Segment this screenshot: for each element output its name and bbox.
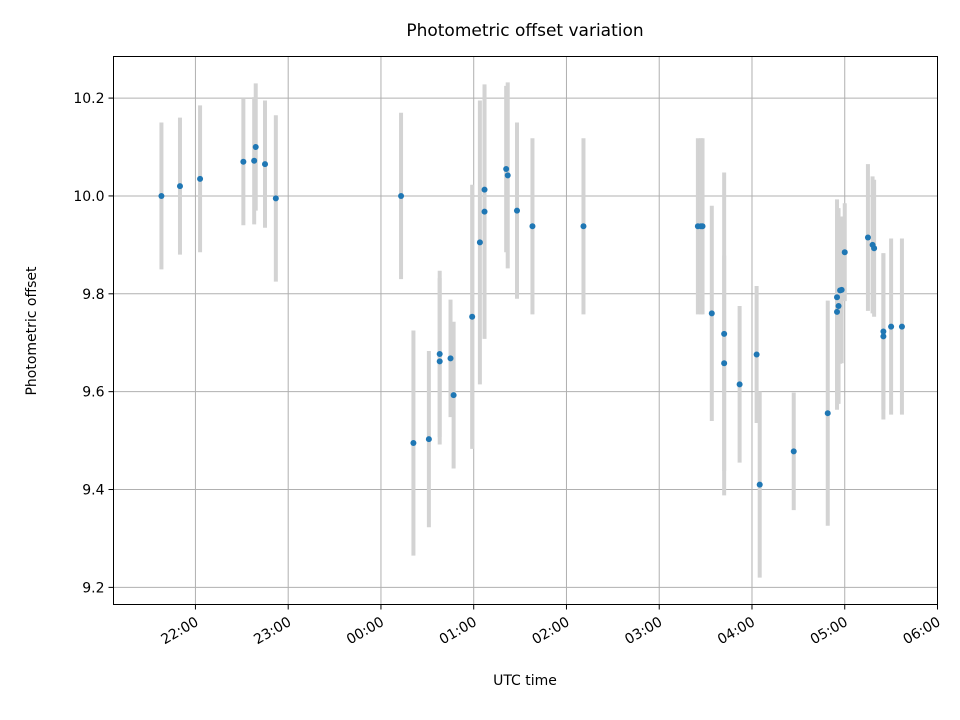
data-point: [888, 323, 895, 330]
data-point: [529, 223, 536, 230]
data-point: [272, 195, 279, 202]
y-tick-label: 10.0: [73, 189, 104, 205]
plot-frame: [113, 56, 938, 605]
data-point: [251, 157, 258, 164]
data-point: [252, 144, 259, 151]
data-point: [898, 323, 905, 330]
x-tick-label: 23:00: [251, 614, 294, 648]
data-point: [262, 161, 269, 168]
error-bars: [159, 82, 904, 578]
data-point: [838, 286, 845, 293]
data-point: [513, 207, 520, 214]
data-point: [197, 175, 204, 182]
data-point: [447, 355, 454, 362]
data-point: [504, 172, 511, 179]
data-point: [398, 192, 405, 199]
y-tick-label: 9.6: [82, 385, 104, 401]
y-tick-label: 9.8: [82, 287, 104, 303]
data-point: [481, 208, 488, 215]
data-point: [841, 249, 848, 256]
x-tick-label: 03:00: [622, 614, 665, 648]
data-point: [880, 333, 887, 340]
x-tick-label: 22:00: [158, 614, 201, 648]
data-point: [580, 223, 587, 230]
x-tick-label: 04:00: [715, 614, 758, 648]
data-point: [834, 308, 841, 315]
data-point: [753, 351, 760, 358]
x-tick-label: 05:00: [808, 614, 851, 648]
data-point: [240, 158, 247, 165]
data-point: [436, 350, 443, 357]
data-point: [503, 166, 510, 173]
data-point: [835, 303, 842, 310]
x-tick-label: 06:00: [901, 614, 944, 648]
data-point: [708, 310, 715, 317]
data-point: [721, 330, 728, 337]
grid-lines: [113, 56, 938, 605]
x-axis-label: UTC time: [493, 673, 557, 689]
x-tick-label: 00:00: [344, 614, 387, 648]
data-point: [699, 223, 706, 230]
data-point: [436, 358, 443, 365]
data-point: [756, 481, 763, 488]
data-point: [481, 186, 488, 193]
data-point: [176, 183, 183, 190]
data-point: [871, 245, 878, 252]
data-points: [158, 144, 905, 488]
data-point: [834, 294, 841, 301]
x-tick-label: 02:00: [530, 614, 573, 648]
data-point: [790, 448, 797, 455]
data-point: [880, 328, 887, 335]
data-point: [721, 360, 728, 367]
data-point: [410, 440, 417, 447]
y-tick-label: 9.4: [82, 483, 104, 499]
data-point: [450, 392, 457, 399]
x-tick-label: 01:00: [437, 614, 480, 648]
data-point: [425, 436, 432, 443]
data-point: [824, 410, 831, 417]
data-point: [476, 239, 483, 246]
y-tick-label: 10.2: [73, 91, 104, 107]
data-point: [158, 192, 165, 199]
y-tick-label: 9.2: [82, 580, 104, 596]
chart-title: Photometric offset variation: [406, 21, 644, 41]
data-point: [736, 381, 743, 388]
data-point: [864, 234, 871, 241]
data-point: [469, 313, 476, 320]
